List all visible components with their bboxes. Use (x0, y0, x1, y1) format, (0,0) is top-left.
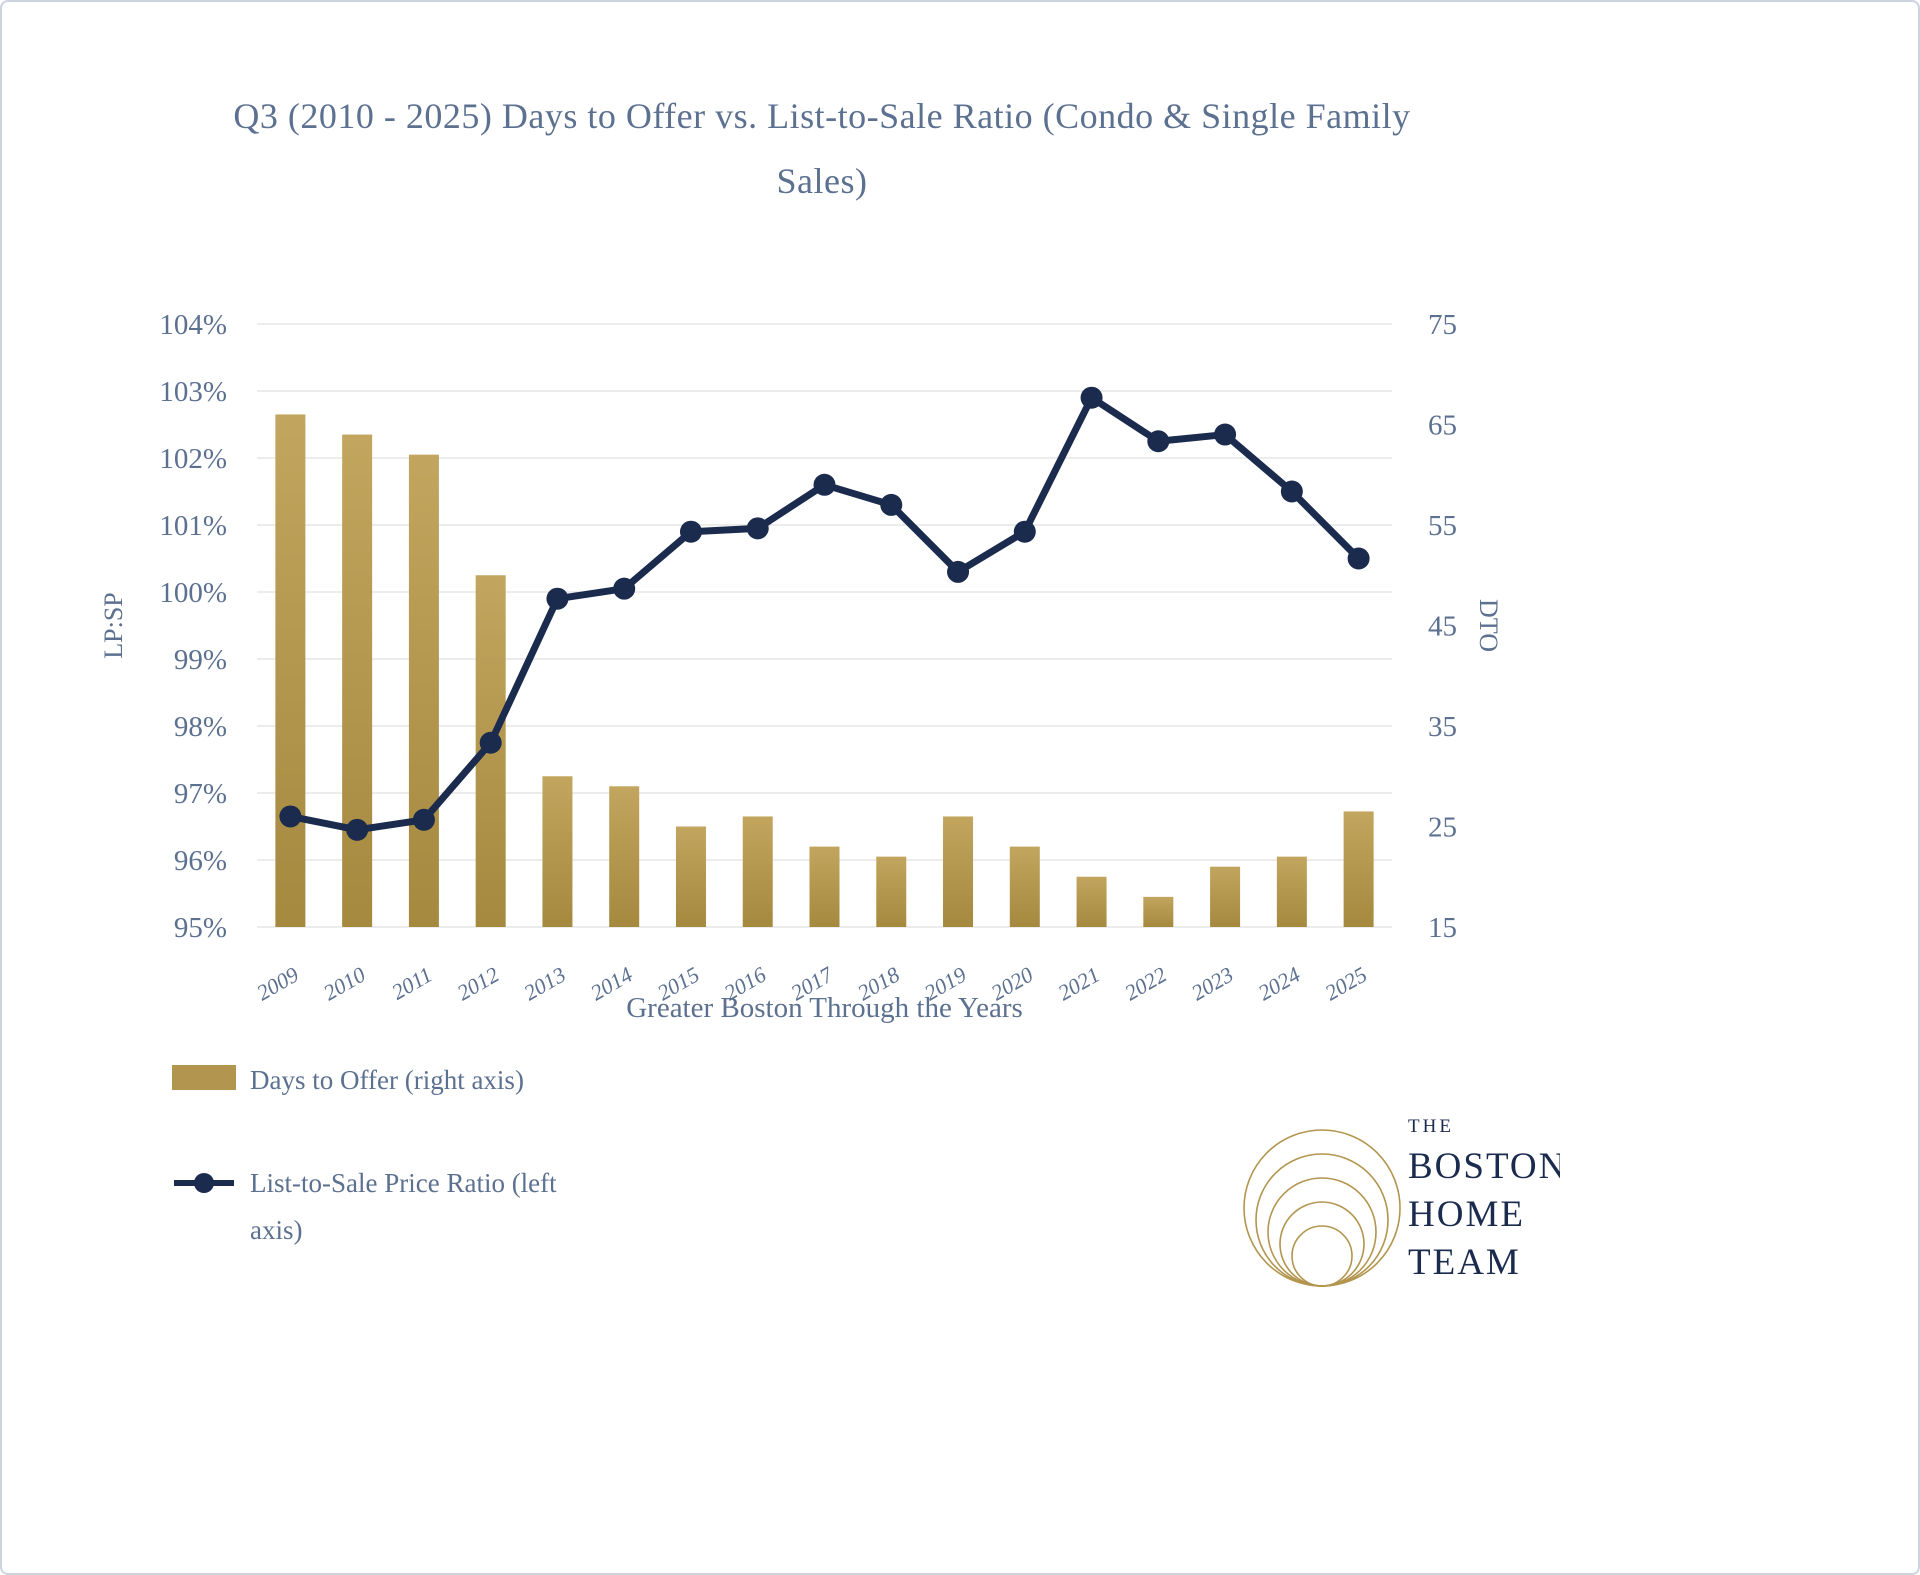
left-axis-tick-label: 96% (174, 845, 227, 877)
left-axis-tick-label: 101% (159, 510, 227, 542)
right-axis-tick-label: 45 (1428, 611, 1457, 643)
x-axis-tick-label: 2013 (519, 962, 570, 1006)
line-point-2010 (346, 818, 369, 841)
line-legend-swatch (174, 1173, 234, 1193)
bar-days-to-offer-2010 (342, 434, 373, 927)
logo-text-the: THE (1408, 1116, 1454, 1137)
line-point-2012 (479, 731, 502, 754)
line-point-2019 (947, 560, 970, 583)
line-point-2023 (1214, 423, 1237, 446)
left-axis-tick-label: 100% (159, 577, 227, 609)
line-point-2025 (1347, 547, 1370, 570)
right-axis-tick-label: 65 (1428, 410, 1457, 442)
line-swatch-marker (194, 1173, 214, 1193)
bar-days-to-offer-2015 (675, 826, 706, 927)
line-point-2013 (546, 587, 569, 610)
x-axis-tick-label: 2023 (1187, 962, 1238, 1006)
line-point-2014 (613, 577, 636, 600)
bar-days-to-offer-2014 (609, 786, 640, 927)
chart-title: Q3 (2010 - 2025) Days to Offer vs. List-… (233, 96, 1411, 201)
x-axis-tick-label: 2022 (1120, 962, 1171, 1006)
right-axis-title: DTO (1474, 599, 1503, 652)
legend-label-days-to-offer: Days to Offer (right axis) (250, 1065, 524, 1095)
x-axis-title: Greater Boston Through the Years (626, 992, 1023, 1024)
right-axis-tick-label: 35 (1428, 711, 1457, 743)
bar-days-to-offer-2018 (876, 856, 907, 927)
logo-graphic: THE BOSTON HOME TEAM (1243, 1116, 1565, 1287)
bar-days-to-offer-2009 (275, 414, 306, 927)
x-axis-tick-label: 2010 (319, 962, 370, 1006)
x-axis-tick-label: 2011 (387, 962, 436, 1005)
line-point-2024 (1280, 480, 1303, 503)
line-point-2018 (880, 493, 903, 516)
bar-legend-swatch (172, 1065, 236, 1090)
x-axis-tick-label: 2009 (252, 962, 303, 1006)
bar-days-to-offer-2025 (1343, 811, 1374, 927)
left-axis-tick-label: 99% (174, 644, 227, 676)
left-axis-tick-label: 102% (159, 443, 227, 475)
bar-days-to-offer-2020 (1009, 846, 1040, 927)
line-point-2009 (279, 805, 302, 828)
left-axis-tick-label: 98% (174, 711, 227, 743)
left-axis-title: LP:SP (99, 592, 128, 659)
logo-circles-icon (1243, 1129, 1401, 1287)
line-point-2016 (746, 517, 769, 540)
left-axis-tick-label: 95% (174, 912, 227, 944)
legend-label-list-to-sale: List-to-Sale Price Ratio (left axis) (250, 1168, 557, 1246)
logo-text-home: HOME (1408, 1194, 1525, 1235)
left-axis-tick-label: 103% (159, 376, 227, 408)
bar-days-to-offer-2013 (542, 776, 573, 927)
line-point-2022 (1147, 430, 1170, 453)
bar-days-to-offer-2024 (1276, 856, 1307, 927)
left-axis-tick-label: 97% (174, 778, 227, 810)
line-point-2015 (679, 520, 702, 543)
x-axis-tick-label: 2012 (453, 962, 504, 1006)
right-axis-tick-label: 55 (1428, 510, 1457, 542)
bar-days-to-offer-2017 (809, 846, 840, 927)
left-axis-tick-label: 104% (159, 309, 227, 341)
right-axis-tick-label: 15 (1428, 912, 1457, 944)
bar-days-to-offer-2011 (408, 454, 439, 927)
line-point-2020 (1013, 520, 1036, 543)
boston-home-team-logo: THE BOSTON HOME TEAM (1240, 1084, 1565, 1321)
line-point-2021 (1080, 386, 1103, 409)
x-axis-tick-label: 2025 (1321, 962, 1372, 1006)
legend-item-list-to-sale: List-to-Sale Price Ratio (left axis) (172, 1160, 580, 1255)
legend-item-days-to-offer: Days to Offer (right axis) (172, 1057, 524, 1104)
right-axis-tick-label: 75 (1428, 309, 1457, 341)
list-to-sale-line (286, 394, 1363, 834)
right-axis-tick-label: 25 (1428, 812, 1457, 844)
bar-days-to-offer-2021 (1076, 876, 1107, 927)
line-point-2011 (412, 808, 435, 831)
x-axis-tick-label: 2021 (1053, 962, 1104, 1006)
line-point-2017 (813, 473, 836, 496)
logo-text-boston: BOSTON (1408, 1146, 1560, 1187)
bar-days-to-offer-2019 (943, 816, 974, 927)
logo-text-team: TEAM (1408, 1242, 1521, 1283)
bar-days-to-offer-2022 (1143, 896, 1174, 927)
bar-days-to-offer-2023 (1210, 866, 1241, 927)
x-axis-tick-label: 2024 (1254, 962, 1305, 1006)
bar-days-to-offer-2016 (742, 816, 773, 927)
